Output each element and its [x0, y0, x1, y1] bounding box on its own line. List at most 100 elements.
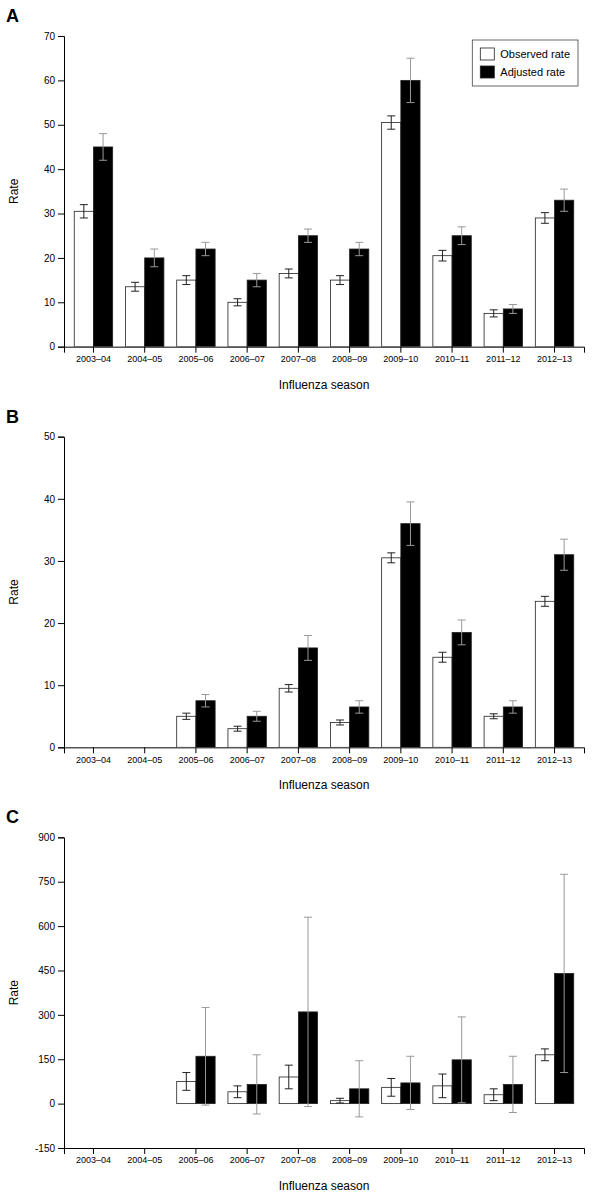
y-tick: 450	[38, 965, 64, 976]
x-tick: 2008–09	[332, 1148, 367, 1165]
y-tick-mark	[58, 970, 64, 971]
error-bar	[202, 695, 210, 707]
series	[74, 116, 554, 347]
x-tick: 2006–07	[230, 1148, 265, 1165]
x-tick: 2012–13	[537, 747, 572, 764]
x-tick: 2007–08	[281, 1148, 316, 1165]
legend-label: Observed rate	[500, 48, 570, 60]
bar	[401, 524, 420, 748]
error-bar	[355, 701, 363, 713]
x-tick: 2004–05	[127, 1148, 162, 1165]
legend: Observed rate Adjusted rate	[472, 40, 578, 86]
y-tick-mark	[58, 302, 64, 303]
x-tick-mark	[195, 747, 196, 753]
error-bar	[99, 134, 107, 161]
y-tick: 40	[44, 164, 64, 175]
error-bar	[182, 713, 190, 719]
x-tick-label: 2003–04	[76, 1155, 111, 1165]
y-tick: 0	[49, 1098, 64, 1109]
x-tick-label: 2010–11	[435, 755, 469, 765]
x-tick-mark	[400, 1148, 401, 1154]
x-tick: 2006–07	[230, 747, 265, 764]
y-tick-mark	[58, 36, 64, 37]
error-bar	[458, 1017, 466, 1103]
error-bar	[234, 299, 242, 306]
y-tick-label: -150	[35, 1143, 55, 1154]
x-tick-mark	[400, 347, 401, 353]
y-tick: 20	[44, 618, 64, 629]
x-tick-label: 2008–09	[332, 1155, 367, 1165]
legend-swatch	[480, 48, 494, 60]
bar	[503, 309, 522, 347]
error-bar	[541, 213, 549, 224]
y-tick: 30	[44, 208, 64, 219]
x-tick-label: 2007–08	[281, 1155, 316, 1165]
y-tick-label: 60	[44, 75, 56, 86]
bar	[125, 747, 144, 748]
error-bar	[285, 1065, 293, 1089]
panel-label: C	[6, 807, 19, 827]
y-tick: 900	[38, 832, 64, 843]
error-bar	[560, 539, 568, 570]
x-tick-mark	[554, 347, 555, 353]
x-tick-label: 2008–09	[332, 755, 367, 765]
x-tick: 2007–08	[281, 347, 316, 364]
legend-label: Adjusted rate	[500, 66, 565, 78]
x-tick: 2003–04	[76, 747, 111, 764]
x-axis: 2003–04 2004–05 2005–06 2006–07 2007–08 2008–…	[65, 1148, 585, 1165]
y-tick-mark	[58, 437, 64, 438]
y-tick-label: 30	[44, 208, 56, 219]
x-tick-mark	[349, 747, 350, 753]
bar	[177, 716, 196, 747]
x-tick-mark	[452, 1148, 453, 1154]
x-tick-mark	[298, 747, 299, 753]
y-tick-mark	[58, 747, 64, 748]
x-axis-title: Influenza season	[279, 378, 370, 392]
bar	[330, 722, 349, 747]
error-bar	[336, 720, 344, 725]
bar	[145, 747, 164, 748]
error-bar	[509, 305, 517, 314]
x-tick: 2008–09	[332, 747, 367, 764]
error-bar	[182, 1073, 190, 1091]
series	[93, 58, 573, 346]
error-bar	[336, 276, 344, 285]
y-tick-label: 40	[44, 494, 56, 505]
bar	[125, 1103, 144, 1104]
x-tick: 2009–10	[383, 1148, 418, 1165]
y-tick-mark	[58, 80, 64, 81]
x-tick-label: 2010–11	[435, 354, 469, 364]
y-tick: 30	[44, 556, 64, 567]
y-tick: 150	[38, 1054, 64, 1065]
error-bar	[285, 685, 293, 692]
x-tick: 2005–06	[178, 1148, 213, 1165]
x-tick-label: 2011–12	[486, 755, 520, 765]
panel: -15001503004506007509002003–042004–05200…	[6, 807, 585, 1193]
y-tick: 0	[49, 341, 64, 352]
error-bar	[253, 711, 261, 721]
y-axis-line	[58, 838, 65, 1149]
y-tick-mark	[58, 1148, 64, 1149]
y-tick-label: 20	[44, 253, 56, 264]
y-tick-label: 0	[49, 341, 55, 352]
bar	[555, 555, 574, 748]
x-tick-mark	[349, 1148, 350, 1154]
y-tick-label: 50	[44, 431, 56, 442]
bar	[350, 249, 369, 347]
bar	[298, 236, 317, 347]
series	[177, 1049, 555, 1104]
y-tick-mark	[58, 561, 64, 562]
bar	[196, 701, 215, 748]
error-bar	[509, 1056, 517, 1112]
bar	[452, 236, 471, 347]
x-tick-mark	[349, 347, 350, 353]
y-tick-mark	[58, 258, 64, 259]
y-tick-label: 30	[44, 556, 56, 567]
y-tick-label: 900	[38, 832, 55, 843]
y-tick-mark	[58, 837, 64, 838]
legend-swatch	[480, 66, 494, 78]
x-tick-mark	[144, 1148, 145, 1154]
error-bar	[438, 652, 446, 662]
x-tick: 2012–13	[537, 347, 572, 364]
x-tick-mark	[247, 1148, 248, 1154]
